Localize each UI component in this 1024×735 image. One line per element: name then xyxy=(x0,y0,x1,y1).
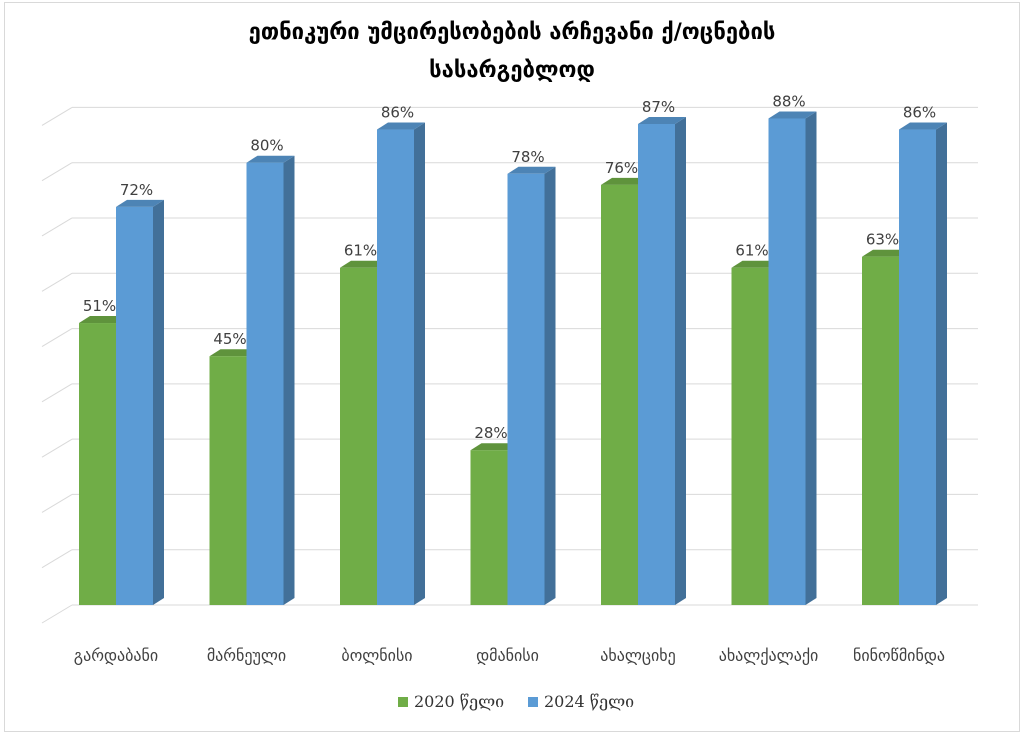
bar-2024 xyxy=(638,124,675,605)
bar-2024 xyxy=(899,129,936,605)
bar-top xyxy=(768,111,817,119)
data-label: 45% xyxy=(213,330,246,348)
bar-top xyxy=(377,122,425,130)
bar-side xyxy=(283,155,295,605)
bar-side xyxy=(544,166,556,606)
bar-top xyxy=(507,166,556,174)
bar-top xyxy=(246,155,295,163)
bar-2020 xyxy=(209,356,247,605)
gridline-depth xyxy=(41,549,73,569)
bar-2020 xyxy=(470,450,508,605)
category-label: გარდაბანი xyxy=(74,646,158,665)
data-label: 88% xyxy=(772,92,805,110)
gridline-depth xyxy=(41,217,73,237)
legend-swatch-2020 xyxy=(398,696,408,707)
data-label: 87% xyxy=(642,98,675,116)
bar-side xyxy=(414,122,425,605)
bar-2020 xyxy=(862,256,899,605)
bar-side xyxy=(936,122,947,605)
category-label: მარნეული xyxy=(207,646,286,665)
bar-top xyxy=(862,249,910,257)
gridline-depth xyxy=(41,493,73,513)
bar-top xyxy=(209,349,258,357)
data-label: 78% xyxy=(511,148,544,166)
bar-side xyxy=(805,111,817,606)
category-label: ახალქალაქი xyxy=(719,646,819,665)
data-label: 28% xyxy=(474,424,507,442)
bar-2024 xyxy=(116,206,153,605)
data-label: 72% xyxy=(120,181,153,199)
data-label: 51% xyxy=(83,297,116,315)
data-label: 80% xyxy=(250,137,283,155)
bar-2020 xyxy=(79,323,116,605)
data-label: 61% xyxy=(735,242,768,260)
bar-2020 xyxy=(340,267,377,605)
bar-2024 xyxy=(507,173,545,606)
bar-top xyxy=(470,443,519,451)
data-label: 86% xyxy=(903,104,936,122)
gridline-depth xyxy=(41,106,73,126)
data-label: 86% xyxy=(381,104,414,122)
bar-top xyxy=(116,199,164,207)
category-label: ბოლნისი xyxy=(341,646,412,665)
bar-2024 xyxy=(768,118,806,606)
category-label: დმანისი xyxy=(476,646,539,665)
gridline-depth xyxy=(41,383,73,403)
category-label: ახალციხე xyxy=(600,646,676,665)
bar-top xyxy=(340,260,388,268)
bar-side xyxy=(675,117,686,605)
bar-top xyxy=(899,122,947,130)
bar-top xyxy=(79,316,127,324)
gridline-depth xyxy=(41,604,73,624)
gridline-depth xyxy=(41,272,73,292)
legend-item-2020: 2020 წელი xyxy=(398,692,504,711)
data-label: 63% xyxy=(866,231,899,249)
bar-top xyxy=(731,260,780,268)
gridline-depth xyxy=(41,162,73,182)
chart-title-line-1: ეთნიკური უმცირესობების არჩევანი ქ/ოცნები… xyxy=(248,20,776,45)
gridline-depth xyxy=(41,438,73,458)
bar-2024 xyxy=(246,162,284,605)
legend-label-2020: 2020 წელი xyxy=(414,692,505,711)
bar-2020 xyxy=(601,184,638,605)
bar-side xyxy=(153,199,164,605)
bar-2020 xyxy=(731,267,769,605)
legend-item-2024: 2024 წელი xyxy=(528,692,634,711)
bar-2024 xyxy=(377,129,414,605)
gridline-depth xyxy=(41,328,73,347)
category-label: ნინოწმინდა xyxy=(853,646,945,665)
bar-top xyxy=(601,177,649,185)
legend-swatch-2024 xyxy=(528,696,538,707)
legend-label-2024: 2024 წელი xyxy=(544,692,635,711)
data-label: 61% xyxy=(344,242,377,260)
bar-top xyxy=(638,117,686,124)
data-label: 76% xyxy=(605,159,638,177)
chart-title-line-2: სასარგებლოდ xyxy=(429,58,595,83)
